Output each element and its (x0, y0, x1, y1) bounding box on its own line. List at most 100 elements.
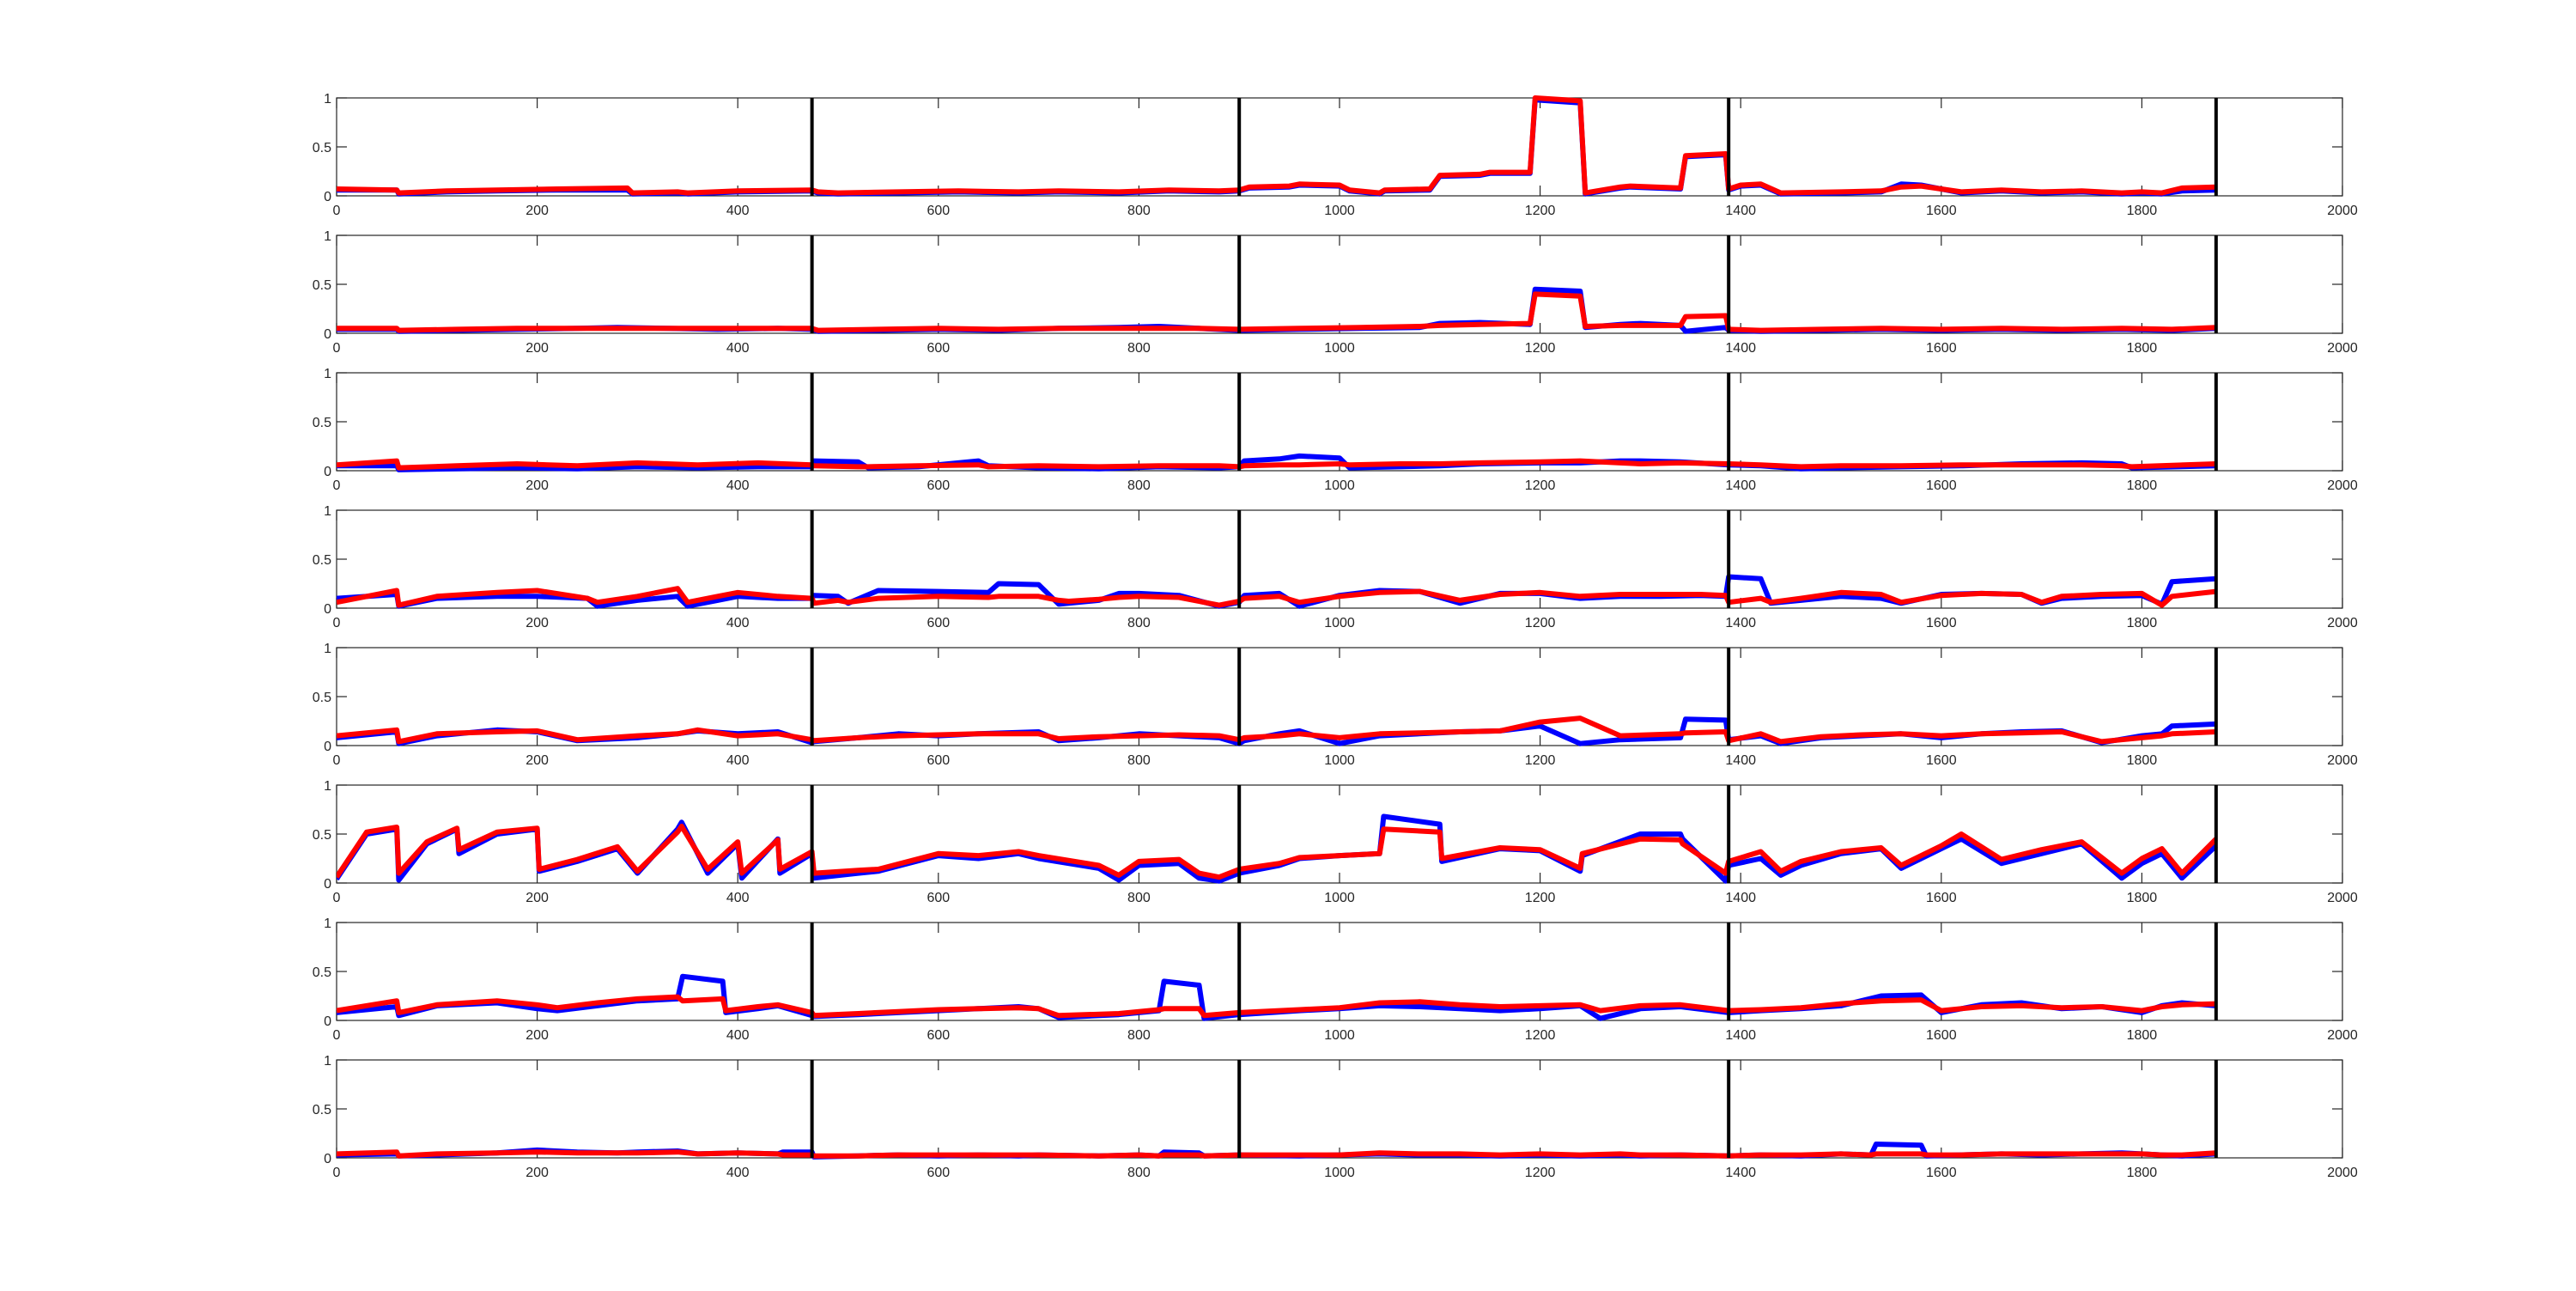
x-tick-label: 2000 (2327, 1028, 2358, 1043)
x-tick-label: 1000 (1324, 1166, 1355, 1180)
y-tick-label: 0 (324, 465, 331, 479)
y-tick-label: 0 (324, 740, 331, 754)
x-tick-label: 600 (927, 204, 950, 218)
x-tick-label: 800 (1127, 753, 1151, 768)
x-tick-label: 200 (526, 616, 549, 630)
subplot-7: 0 200 400 600 800 1000 1200 1400 1600 1800 2000 0 0.… (313, 916, 2358, 1043)
x-tick-label: 200 (526, 1166, 549, 1180)
y-tick-label: 1 (324, 367, 331, 381)
x-tick-label: 0 (333, 478, 341, 493)
x-tick-label: 800 (1127, 616, 1151, 630)
series-2-line (337, 458, 2216, 471)
x-tick-label: 1200 (1525, 1028, 1556, 1043)
subplot-6: 0 200 400 600 800 1000 1200 1400 1600 1800 2000 0 0.… (313, 779, 2358, 905)
series-2-line (337, 823, 2218, 880)
x-tick-label: 1800 (2127, 891, 2158, 905)
x-tick-label: 800 (1127, 1028, 1151, 1043)
axes-box (336, 372, 2343, 472)
x-tick-label: 2000 (2327, 753, 2358, 768)
x-tick-label: 600 (927, 341, 950, 356)
y-tick-label: 0.5 (313, 965, 331, 980)
series-group (337, 574, 2217, 609)
x-tick-label: 1000 (1324, 753, 1355, 768)
x-tick-label: 2000 (2327, 478, 2358, 493)
series-group (337, 95, 2216, 197)
subplot-3: 0 200 400 600 800 1000 1200 1400 1600 1800 2000 0 0.… (313, 367, 2358, 493)
x-tick-label: 1000 (1324, 204, 1355, 218)
x-tick-label: 1800 (2127, 616, 2158, 630)
x-tick-label: 600 (927, 478, 950, 493)
y-tick-label: 0 (324, 877, 331, 892)
x-tick-label: 2000 (2327, 204, 2358, 218)
x-tick-label: 1200 (1525, 891, 1556, 905)
x-tick-label: 1000 (1324, 616, 1355, 630)
x-tick-label: 400 (726, 341, 750, 356)
x-tick-label: 0 (333, 616, 341, 630)
x-tick-label: 1400 (1725, 1166, 1756, 1180)
x-tick-label: 0 (333, 753, 341, 768)
x-tick-label: 600 (927, 616, 950, 630)
x-tick-label: 1600 (1926, 1028, 1957, 1043)
x-tick-label: 1800 (2127, 1028, 2158, 1043)
x-tick-label: 1000 (1324, 478, 1355, 493)
y-tick-label: 0.5 (313, 553, 331, 568)
x-tick-label: 400 (726, 616, 750, 630)
x-tick-label: 600 (927, 891, 950, 905)
x-tick-label: 1400 (1725, 1028, 1756, 1043)
x-tick-label: 1400 (1725, 753, 1756, 768)
x-tick-label: 600 (927, 753, 950, 768)
x-tick-label: 1000 (1324, 1028, 1355, 1043)
x-tick-label: 200 (526, 1028, 549, 1043)
y-tick-label: 0 (324, 190, 331, 204)
x-tick-label: 1800 (2127, 341, 2158, 356)
x-tick-label: 1800 (2127, 1166, 2158, 1180)
y-tick-label: 0.5 (313, 828, 331, 843)
x-tick-label: 1600 (1926, 341, 1957, 356)
x-tick-label: 1200 (1525, 1166, 1556, 1180)
y-tick-label: 1 (324, 916, 331, 931)
x-tick-label: 0 (333, 341, 341, 356)
x-tick-label: 400 (726, 478, 750, 493)
series-2-line (337, 291, 2216, 333)
series-group (337, 716, 2216, 746)
x-tick-label: 400 (726, 1166, 750, 1180)
x-tick-label: 400 (726, 891, 750, 905)
x-tick-label: 2000 (2327, 616, 2358, 630)
series-group (337, 813, 2218, 884)
series-group (337, 286, 2216, 334)
x-tick-label: 200 (526, 891, 549, 905)
x-tick-label: 1400 (1725, 204, 1756, 218)
series-1-line (337, 973, 2217, 1021)
y-tick-label: 0.5 (313, 278, 331, 293)
subplot-4: 0 200 400 600 800 1000 1200 1400 1600 1800 2000 0 0.… (313, 504, 2358, 630)
y-tick-label: 1 (324, 779, 331, 794)
y-tick-label: 0 (324, 1014, 331, 1029)
axes-box (336, 234, 2343, 334)
x-tick-label: 200 (526, 341, 549, 356)
series-2-line (337, 586, 2217, 608)
series-2-line (337, 95, 2216, 196)
x-tick-label: 1600 (1926, 204, 1957, 218)
series-group (337, 973, 2217, 1021)
subplot-2: 0 200 400 600 800 1000 1200 1400 1600 1800 2000 0 0.… (313, 229, 2358, 356)
axes-box (336, 97, 2343, 197)
x-tick-label: 600 (927, 1166, 950, 1180)
x-tick-label: 0 (333, 1028, 341, 1043)
x-tick-label: 400 (726, 753, 750, 768)
y-tick-label: 1 (324, 642, 331, 656)
y-tick-label: 0.5 (313, 416, 331, 430)
x-tick-label: 800 (1127, 1166, 1151, 1180)
y-tick-label: 1 (324, 92, 331, 107)
x-tick-label: 600 (927, 1028, 950, 1043)
x-tick-label: 2000 (2327, 891, 2358, 905)
x-tick-label: 200 (526, 478, 549, 493)
x-tick-label: 1600 (1926, 478, 1957, 493)
x-tick-label: 1800 (2127, 478, 2158, 493)
x-tick-label: 0 (333, 1166, 341, 1180)
series-2-line (337, 1149, 2216, 1159)
x-tick-label: 1200 (1525, 204, 1556, 218)
x-tick-label: 1600 (1926, 891, 1957, 905)
x-tick-label: 1200 (1525, 341, 1556, 356)
series-2-line (337, 994, 2216, 1019)
